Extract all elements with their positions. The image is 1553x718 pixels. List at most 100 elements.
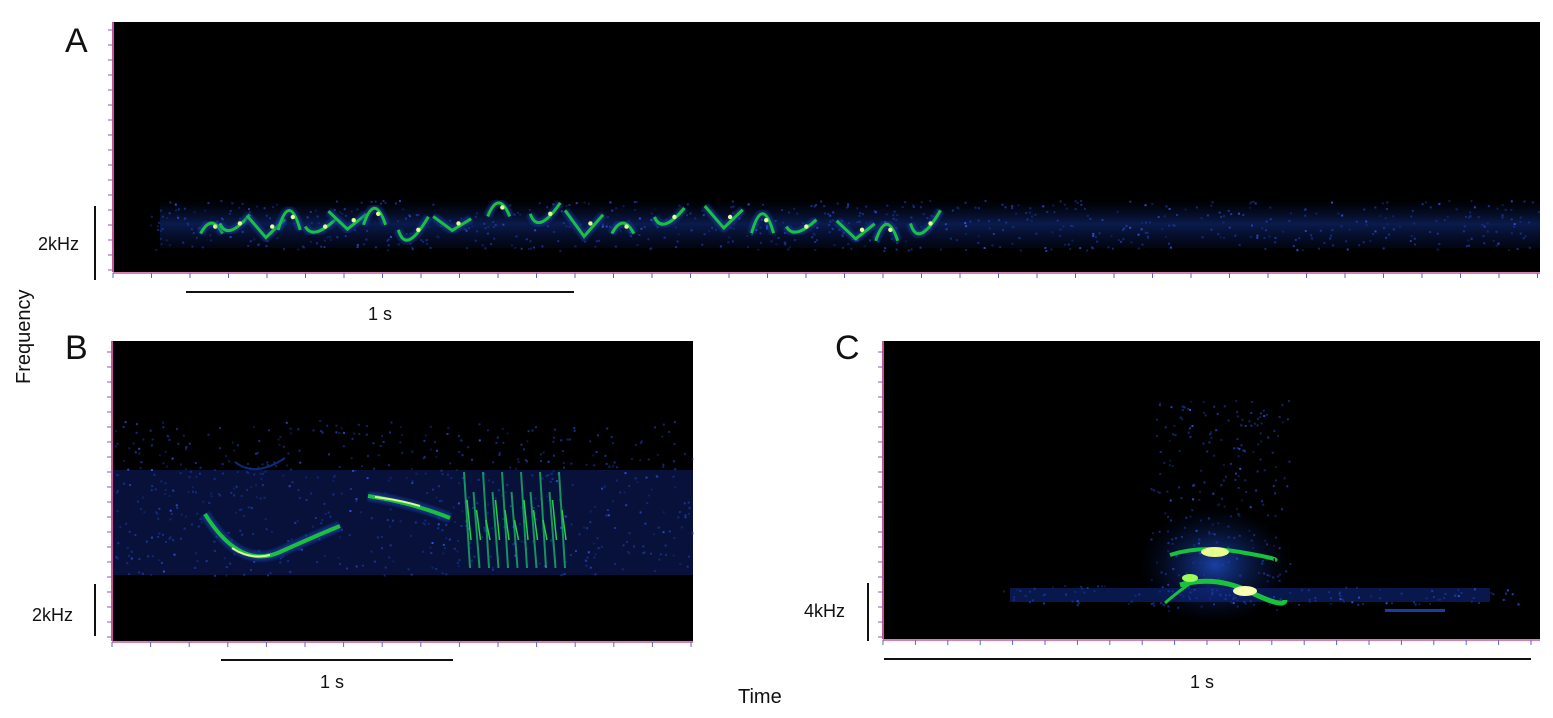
note-mark	[303, 218, 337, 234]
noise-pixel	[1248, 420, 1251, 423]
noise-pixel	[1260, 440, 1262, 443]
noise-pixel	[229, 562, 232, 565]
noise-pixel	[229, 210, 232, 212]
noise-pixel	[589, 566, 592, 569]
panel-a-y-ticks	[108, 29, 113, 271]
noise-pixel	[563, 466, 565, 469]
noise-pixel	[1167, 530, 1169, 533]
noise-pixel	[290, 468, 292, 471]
noise-pixel	[370, 550, 373, 553]
panel-c-y-ticks	[878, 351, 883, 638]
noise-pixel	[1217, 522, 1220, 525]
noise-pixel	[172, 489, 175, 492]
noise-pixel	[1199, 490, 1201, 493]
noise-pixel	[1477, 216, 1480, 219]
noise-pixel	[774, 219, 777, 222]
noise-pixel	[1076, 604, 1079, 607]
noise-pixel	[610, 436, 613, 439]
noise-pixel	[827, 213, 830, 215]
noise-pixel	[333, 209, 336, 211]
noise-pixel	[920, 201, 923, 204]
noise-pixel	[316, 242, 318, 245]
noise-pixel	[164, 489, 167, 491]
noise-pixel	[1235, 507, 1238, 510]
noise-pixel	[893, 210, 896, 213]
noise-pixel	[1211, 588, 1214, 591]
noise-pixel	[316, 476, 319, 479]
note-mark	[703, 205, 744, 231]
noise-pixel	[656, 475, 659, 478]
noise-pixel	[1011, 207, 1014, 210]
noise-pixel	[196, 512, 199, 515]
noise-pixel	[441, 529, 444, 532]
noise-pixel	[135, 423, 138, 426]
noise-pixel	[205, 560, 208, 563]
noise-pixel	[1264, 248, 1267, 250]
noise-pixel	[164, 450, 167, 453]
noise-pixel	[239, 529, 242, 532]
note-mark	[276, 209, 302, 231]
noise-pixel	[467, 496, 470, 499]
noise-pixel	[495, 441, 498, 444]
noise-pixel	[1012, 599, 1015, 602]
noise-pixel	[1172, 568, 1175, 571]
noise-pixel	[1508, 249, 1511, 252]
noise-pixel	[266, 461, 269, 464]
noise-pixel	[592, 542, 595, 545]
noise-pixel	[600, 545, 603, 548]
noise-pixel	[150, 215, 153, 218]
noise-pixel	[498, 453, 501, 456]
noise-pixel	[228, 460, 231, 463]
noise-pixel	[1348, 228, 1351, 231]
noise-pixel	[1372, 233, 1375, 235]
noise-pixel	[569, 554, 572, 557]
noise-pixel	[1200, 469, 1203, 472]
noise-pixel	[253, 426, 255, 429]
noise-pixel	[613, 461, 616, 464]
noise-pixel	[231, 202, 234, 205]
noise-pixel	[338, 466, 341, 468]
noise-pixel	[1159, 402, 1162, 405]
noise-pixel	[442, 552, 445, 555]
noise-pixel	[1243, 449, 1246, 452]
noise-pixel	[250, 506, 253, 509]
noise-pixel	[552, 440, 555, 443]
noise-pixel	[494, 497, 497, 500]
noise-pixel	[1386, 223, 1389, 226]
noise-pixel	[380, 202, 382, 205]
noise-pixel	[965, 249, 968, 251]
noise-pixel	[487, 503, 489, 506]
noise-pixel	[570, 462, 573, 465]
noise-pixel	[770, 240, 773, 243]
noise-pixel	[672, 554, 675, 557]
noise-pixel	[150, 469, 153, 472]
noise-pixel	[829, 220, 832, 223]
noise-pixel	[1215, 429, 1218, 432]
noise-pixel	[417, 214, 420, 217]
noise-pixel	[557, 240, 560, 243]
noise-pixel	[253, 561, 256, 563]
noise-pixel	[1178, 450, 1181, 453]
noise-pixel	[183, 527, 186, 530]
noise-pixel	[816, 239, 818, 242]
note-peak	[416, 227, 421, 232]
noise-pixel	[202, 500, 205, 503]
noise-pixel	[1272, 485, 1275, 488]
noise-pixel	[1260, 422, 1263, 425]
noise-pixel	[1263, 572, 1266, 575]
noise-pixel	[247, 462, 249, 465]
noise-pixel	[1261, 559, 1264, 562]
trill-stroke	[463, 471, 471, 569]
noise-pixel	[473, 555, 476, 558]
noise-pixel	[992, 233, 995, 235]
noise-pixel	[282, 555, 285, 558]
noise-pixel	[332, 493, 335, 496]
noise-pixel	[1250, 539, 1253, 542]
noise-pixel	[1429, 206, 1432, 209]
noise-pixel	[1168, 610, 1171, 612]
noise-pixel	[147, 555, 150, 558]
noise-pixel	[945, 228, 948, 231]
noise-pixel	[483, 526, 486, 529]
noise-pixel	[443, 547, 446, 550]
noise-pixel	[177, 442, 180, 445]
